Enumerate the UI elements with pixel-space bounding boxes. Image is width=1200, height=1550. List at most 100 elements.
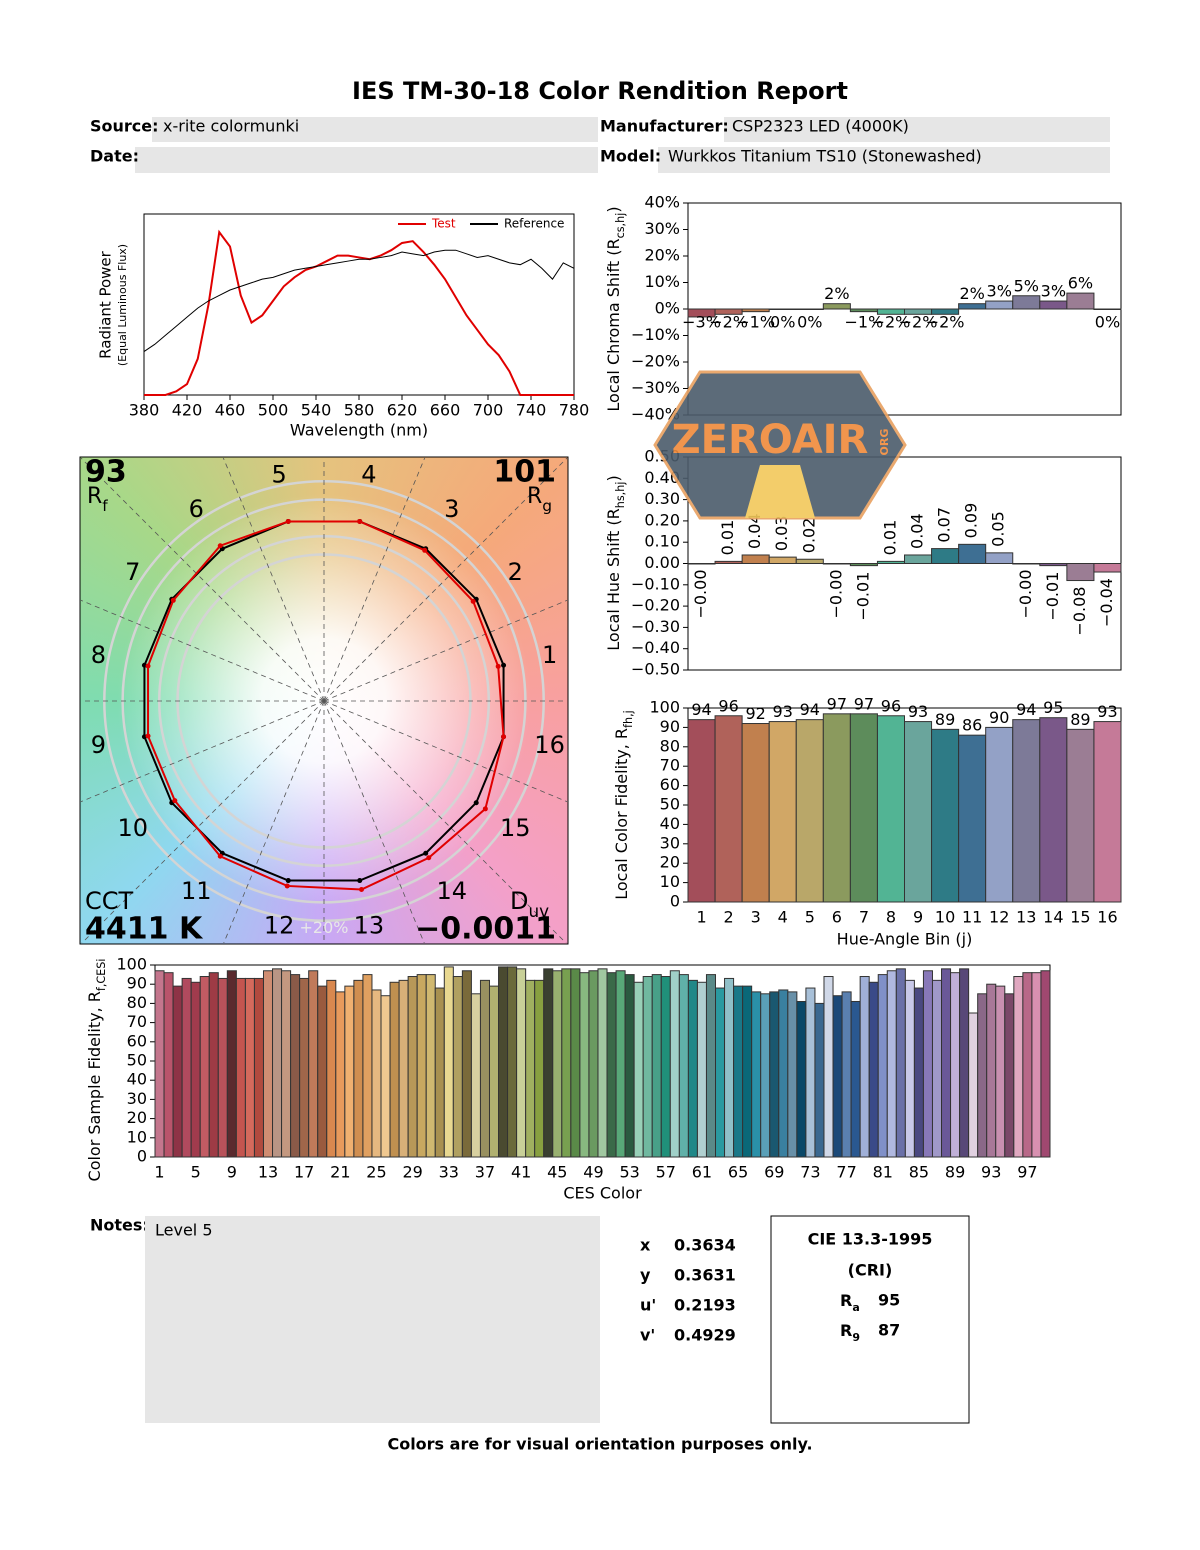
value-label: −2% — [872, 313, 911, 332]
field-box — [724, 117, 1110, 142]
bar — [172, 985, 183, 1158]
bar — [579, 972, 590, 1158]
value-label: 0% — [1095, 313, 1120, 332]
bar — [724, 977, 735, 1158]
chroma-label: x — [640, 1236, 651, 1255]
y-tick-label: 0.00 — [644, 553, 680, 572]
x-tick-label: 81 — [873, 1163, 893, 1182]
bar — [208, 972, 219, 1158]
x-tick-label: 6 — [832, 908, 842, 927]
bar — [1031, 972, 1042, 1158]
vertex — [422, 547, 428, 553]
bin-edge — [323, 700, 567, 803]
y-tick-label: 20 — [660, 853, 680, 872]
x-tick-label: 85 — [909, 1163, 929, 1182]
value-label: 6% — [1068, 274, 1093, 293]
bar — [823, 976, 834, 1158]
bar — [760, 993, 771, 1158]
label-text: R — [87, 484, 102, 509]
bar — [895, 968, 906, 1158]
bar — [931, 548, 960, 565]
vertex — [482, 806, 488, 812]
y-tick-label: 100 — [116, 955, 147, 974]
x-tick-label: 57 — [656, 1163, 676, 1182]
y-tick-label: 0 — [670, 892, 680, 911]
bar — [859, 976, 870, 1158]
x-tick-label: 49 — [583, 1163, 603, 1182]
chroma-value: 0.4929 — [674, 1326, 736, 1345]
y-tick-label: −0.50 — [631, 660, 680, 679]
x-axis-label: Hue-Angle Bin (j) — [837, 930, 973, 949]
y-tick-label: 40 — [660, 814, 680, 833]
bar — [814, 1002, 825, 1158]
y-tick-label: 0.10 — [644, 532, 680, 551]
y-tick-label: 0.30 — [644, 489, 680, 508]
bar — [534, 979, 545, 1158]
bin-edge — [81, 700, 325, 803]
bin-edge — [323, 599, 567, 702]
bar — [398, 979, 409, 1158]
x-tick-label: 41 — [511, 1163, 531, 1182]
value-label: 94 — [800, 700, 820, 719]
value-label: 86 — [962, 716, 982, 735]
x-tick-label: 620 — [387, 401, 418, 420]
bar — [876, 715, 905, 903]
label: Local Chroma Shift (Rcs,hj) — [604, 206, 627, 411]
value-label: 0.07 — [935, 507, 954, 543]
cct-value: 4411 K — [85, 912, 204, 947]
bin-label: 3 — [444, 495, 459, 523]
bar — [805, 987, 816, 1158]
bar — [841, 991, 852, 1158]
bar — [868, 981, 879, 1158]
legend-label: Reference — [504, 217, 564, 231]
x-tick-label: 21 — [330, 1163, 350, 1182]
bar — [985, 300, 1014, 310]
legend-label: Test — [431, 217, 456, 231]
chroma-value: 0.3631 — [674, 1266, 736, 1285]
notes-box — [145, 1216, 600, 1423]
bar — [904, 721, 933, 903]
x-tick-label: 37 — [475, 1163, 495, 1182]
value-label: 97 — [854, 694, 874, 713]
vertex — [145, 733, 151, 739]
bar — [389, 981, 400, 1158]
bar — [244, 977, 255, 1158]
bar — [190, 981, 201, 1158]
bar — [985, 726, 1014, 903]
bar — [1012, 719, 1041, 903]
field-box — [152, 117, 598, 142]
bar — [696, 981, 707, 1158]
y-tick-label: 0 — [137, 1147, 147, 1166]
value-label: −0.00 — [826, 570, 845, 619]
bar — [986, 983, 997, 1158]
bar — [714, 560, 743, 564]
rf-value: 93 — [85, 455, 127, 490]
label: Duv — [510, 887, 549, 921]
cct-label: CCT — [85, 887, 134, 915]
bar — [849, 563, 878, 567]
y-tick-label: 60 — [127, 1031, 147, 1050]
y-tick-label: 20 — [127, 1108, 147, 1127]
notes-label: Notes: — [90, 1216, 149, 1235]
vertex — [423, 850, 429, 856]
bar — [633, 981, 644, 1158]
y-tick-label: 20% — [644, 246, 680, 265]
bin-label: 16 — [534, 731, 565, 759]
x-tick-label: 500 — [258, 401, 289, 420]
y-tick-label: −10% — [631, 325, 680, 344]
bar — [416, 974, 427, 1158]
bin-label: 5 — [271, 460, 286, 488]
bar — [849, 308, 878, 313]
label-sub: cs,hj — [614, 213, 627, 239]
bar — [1066, 728, 1095, 903]
vertex — [285, 878, 291, 884]
x-tick-label: 8 — [886, 908, 896, 927]
y-tick-label: 0.20 — [644, 510, 680, 529]
bar — [425, 974, 436, 1158]
bar — [950, 972, 961, 1158]
vertex — [357, 878, 363, 884]
bin-edge — [222, 458, 325, 702]
vertex — [359, 887, 365, 893]
bar — [787, 991, 798, 1158]
bar — [407, 976, 418, 1158]
